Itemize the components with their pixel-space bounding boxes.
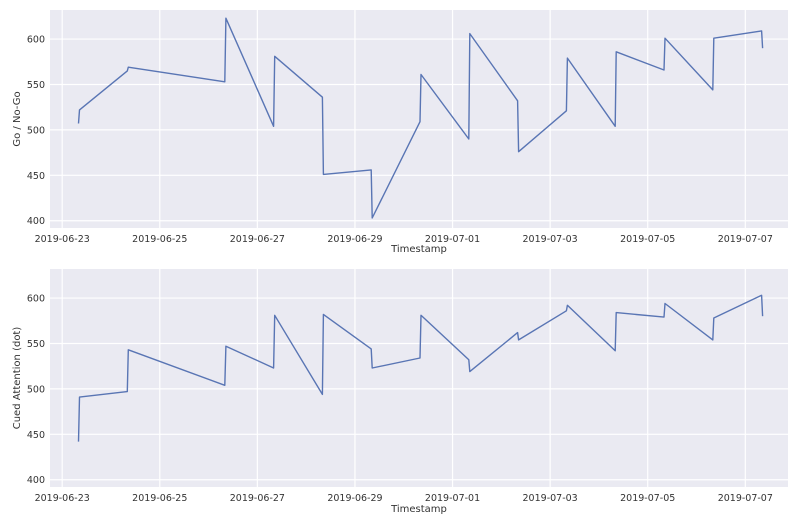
data-point [371, 217, 373, 219]
y-tick-label: 400 [27, 475, 45, 486]
data-point [323, 174, 325, 176]
data-point [567, 57, 569, 59]
data-point [322, 394, 324, 396]
data-point [78, 441, 80, 443]
plot-area [50, 10, 788, 228]
data-point [420, 315, 422, 317]
data-point [468, 138, 470, 140]
y-tick-label: 450 [27, 171, 45, 182]
data-point [615, 51, 617, 53]
x-tick-label: 2019-06-29 [327, 493, 382, 504]
x-tick-label: 2019-07-05 [620, 234, 675, 245]
data-point [712, 339, 714, 341]
data-point [615, 312, 617, 314]
data-point [323, 314, 325, 316]
y-tick-label: 600 [27, 35, 45, 46]
data-point [274, 315, 276, 317]
data-point [79, 396, 81, 398]
x-tick-label: 2019-07-03 [523, 493, 578, 504]
data-point [713, 317, 715, 319]
x-tick-label: 2019-06-25 [132, 493, 187, 504]
data-point [224, 81, 226, 83]
x-tick-label: 2019-06-23 [35, 493, 90, 504]
x-axis-label: Timestamp [390, 504, 447, 515]
data-point [663, 316, 665, 318]
y-tick-label: 600 [27, 294, 45, 305]
x-tick-label: 2019-06-27 [230, 493, 285, 504]
data-point [79, 109, 81, 111]
y-tick-label: 400 [27, 216, 45, 227]
data-point [370, 169, 372, 171]
y-axis-label: Cued Attention (dot) [12, 327, 23, 430]
data-point [127, 349, 129, 351]
data-point [419, 357, 421, 359]
data-point [761, 30, 763, 32]
data-point [469, 371, 471, 373]
x-tick-label: 2019-07-07 [718, 234, 773, 245]
y-tick-label: 550 [27, 339, 45, 350]
x-tick-label: 2019-06-29 [327, 234, 382, 245]
data-point [273, 367, 275, 369]
x-tick-label: 2019-07-01 [425, 493, 480, 504]
data-point [127, 66, 129, 68]
x-tick-label: 2019-07-01 [425, 234, 480, 245]
x-tick-label: 2019-06-23 [35, 234, 90, 245]
y-axis-label: Go / No-Go [12, 91, 23, 146]
y-tick-label: 550 [27, 80, 45, 91]
data-point [273, 125, 275, 127]
data-point [566, 310, 568, 312]
data-point [224, 384, 226, 386]
chart-panel-2: 400 450 500 550 600 2019-06-23 2019-06-25 2019-… [12, 269, 788, 515]
data-point [469, 33, 471, 35]
data-point [322, 96, 324, 98]
data-point [762, 47, 764, 49]
series-line [77, 294, 764, 442]
data-point [371, 367, 373, 369]
data-point [614, 125, 616, 127]
x-tick-label: 2019-06-25 [132, 234, 187, 245]
data-point [274, 56, 276, 58]
data-point [468, 359, 470, 361]
data-point [517, 332, 519, 334]
data-point [614, 350, 616, 352]
data-point [518, 151, 520, 153]
data-point [566, 110, 568, 112]
x-axis-label: Timestamp [390, 244, 447, 255]
data-point [78, 123, 80, 125]
data-point [517, 100, 519, 102]
data-point [126, 391, 128, 393]
data-point [225, 17, 227, 19]
plot-area [50, 269, 788, 487]
data-point [712, 89, 714, 91]
data-point [762, 315, 764, 317]
data-point [713, 37, 715, 39]
data-point [126, 70, 128, 72]
data-point [664, 303, 666, 305]
chart-panel-1: 400 450 500 550 600 2019-06-23 2019-06-25 2019-… [12, 10, 788, 255]
x-tick-label: 2019-07-07 [718, 493, 773, 504]
series-line [77, 17, 764, 219]
data-point [518, 339, 520, 341]
data-point [761, 295, 763, 297]
data-point [567, 305, 569, 307]
data-point [419, 121, 421, 123]
x-tick-label: 2019-07-03 [523, 234, 578, 245]
y-tick-label: 500 [27, 125, 45, 136]
y-tick-label: 450 [27, 430, 45, 441]
data-point [225, 345, 227, 347]
data-point [370, 348, 372, 350]
y-tick-label: 500 [27, 384, 45, 395]
x-tick-label: 2019-07-05 [620, 493, 675, 504]
x-tick-label: 2019-06-27 [230, 234, 285, 245]
data-point [420, 74, 422, 76]
data-point [664, 37, 666, 39]
data-point [663, 69, 665, 71]
